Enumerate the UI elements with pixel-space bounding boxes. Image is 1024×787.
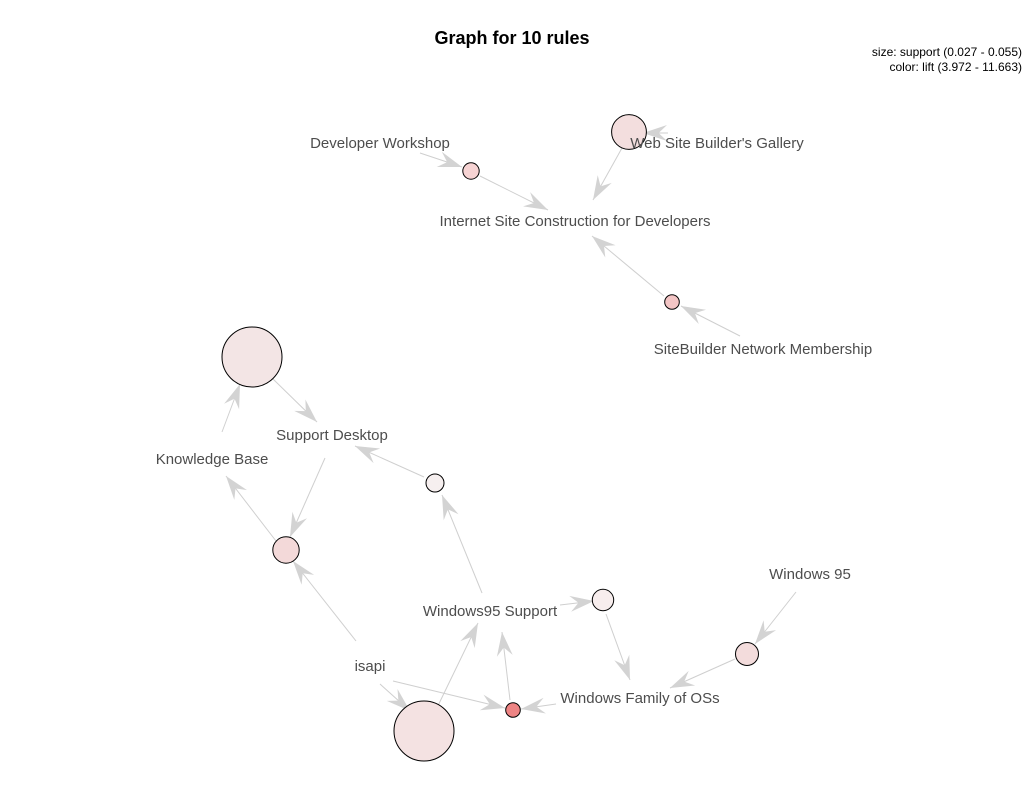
arrow-windows95-support-to-r5 — [442, 495, 459, 521]
edge-isapi-to-r6 — [292, 560, 357, 642]
rule-node-r1[interactable] — [462, 162, 480, 180]
arrow-r3-to-internet-site-construction — [592, 236, 616, 258]
arrow-r2-to-internet-site-construction — [593, 175, 612, 200]
edge-windows95-support-to-r5 — [441, 494, 483, 594]
arrow-support-desktop-to-r6 — [290, 511, 307, 537]
rule-node-r9[interactable] — [505, 702, 521, 718]
legend-size: size: support (0.027 - 0.055) — [871, 45, 1022, 59]
legend: size: support (0.027 - 0.055) color: lif… — [872, 45, 1022, 75]
rule-node-r3[interactable] — [664, 294, 680, 310]
edge-r10-to-windows95-support — [432, 622, 479, 717]
item-label-windows95-support[interactable]: Windows95 Support — [423, 603, 558, 620]
arrow-knowledge-base-to-r4 — [224, 384, 240, 410]
arrow-sitebuilder-network-to-r3 — [681, 306, 706, 324]
arrow-windows-family-to-r9 — [521, 697, 546, 714]
arrow-isapi-to-r9 — [479, 694, 505, 711]
edge-isapi-to-r9 — [392, 680, 506, 709]
arrow-isapi-to-r6 — [293, 561, 315, 585]
edges-layer — [221, 132, 797, 717]
arrow-r8-to-windows-family — [670, 670, 696, 688]
arrow-r5-to-support-desktop — [355, 446, 381, 464]
arrow-r9-to-windows95-support — [496, 632, 513, 657]
item-label-windows-95[interactable]: Windows 95 — [769, 566, 851, 583]
item-label-knowledge-base[interactable]: Knowledge Base — [156, 451, 269, 468]
item-label-windows-family[interactable]: Windows Family of OSs — [560, 690, 719, 707]
arrow-windows95-support-to-r7 — [569, 595, 594, 612]
arrow-windows-95-to-r8 — [755, 620, 777, 644]
item-labels-layer: Developer Workshop Web Site Builder's Gal… — [156, 135, 873, 707]
item-label-support-desktop[interactable]: Support Desktop — [276, 427, 388, 444]
item-label-sitebuilder-network[interactable]: SiteBuilder Network Membership — [654, 341, 872, 358]
item-label-isapi[interactable]: isapi — [355, 658, 386, 675]
rule-node-r6[interactable] — [272, 536, 300, 564]
item-label-web-site-builders-gallery[interactable]: Web Site Builder's Gallery — [630, 135, 804, 152]
arrow-r4-to-support-desktop — [294, 399, 317, 422]
arrow-web-site-builders-gallery-to-r2 — [643, 125, 667, 141]
arrows-layer — [224, 125, 777, 714]
arrow-r1-to-internet-site-construction — [523, 192, 548, 210]
rule-node-r4[interactable] — [221, 326, 283, 388]
rule-node-r7[interactable] — [591, 588, 615, 612]
arrow-r6-to-knowledge-base — [226, 476, 247, 500]
item-label-internet-site-construction[interactable]: Internet Site Construction for Developer… — [440, 213, 711, 230]
arrow-isapi-to-r10 — [386, 689, 410, 711]
rule-node-r10[interactable] — [393, 700, 455, 762]
arrow-r10-to-windows95-support — [460, 623, 478, 649]
arrow-r7-to-windows-family — [614, 654, 630, 680]
arrow-developer-workshop-to-r1 — [436, 151, 462, 167]
item-label-developer-workshop[interactable]: Developer Workshop — [310, 135, 450, 152]
graph-title: Graph for 10 rules — [434, 28, 590, 48]
rule-nodes-layer — [221, 114, 759, 762]
rule-node-r8[interactable] — [735, 642, 759, 666]
rule-node-r5[interactable] — [425, 473, 445, 493]
rule-node-r2[interactable] — [611, 114, 647, 150]
legend-color: color: lift (3.972 - 11.663) — [889, 60, 1022, 74]
